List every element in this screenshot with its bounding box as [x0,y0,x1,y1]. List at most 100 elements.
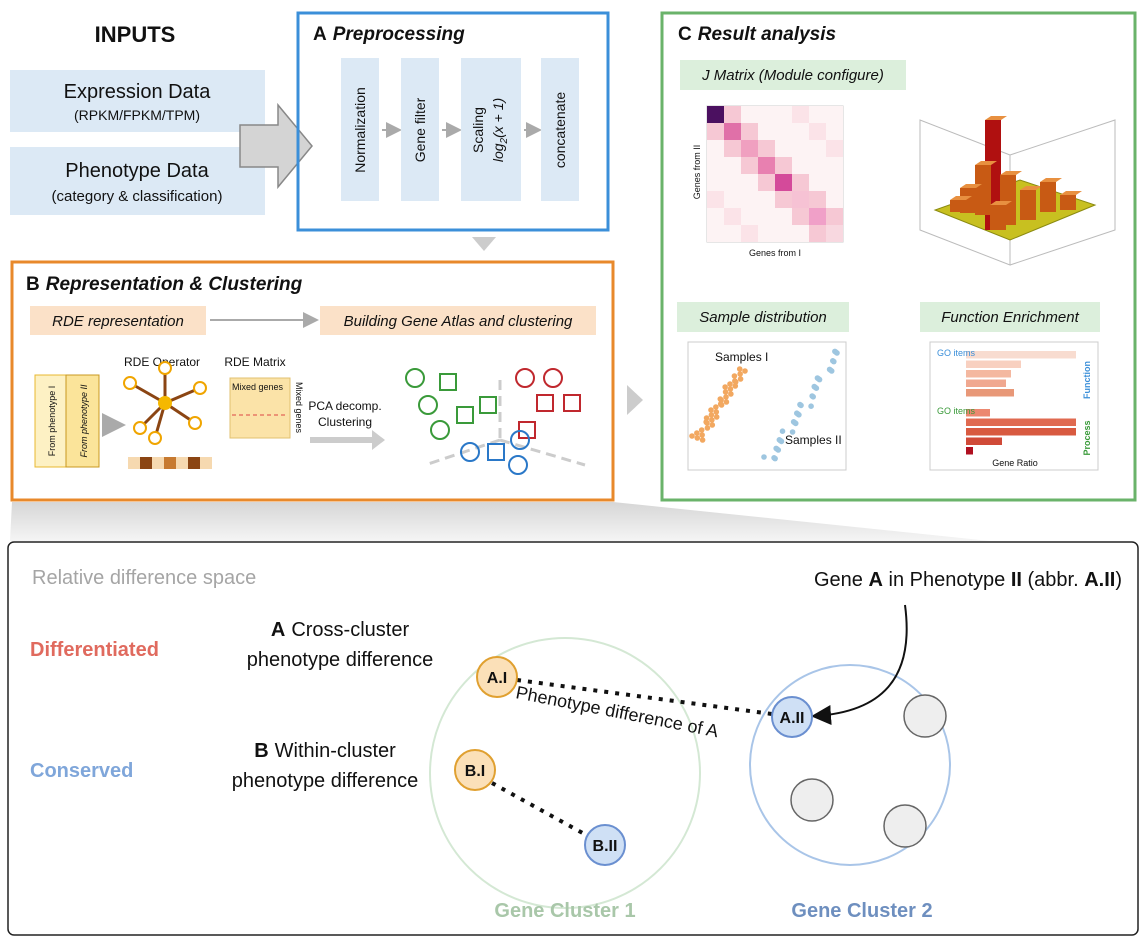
heat-cell [775,106,792,123]
jmatrix-label: J Matrix (Module configure) [701,67,884,84]
y-label: Genes from II [692,145,702,200]
cross-line: A Cross-cluster [271,619,410,641]
heat-cell [758,174,775,191]
sample-dot [717,401,724,407]
heat-cell [741,157,758,174]
heat-cell [758,225,775,242]
heat-cell [775,191,792,208]
operator-strip [188,457,200,469]
sample-dot [698,427,705,433]
heat-cell [809,174,826,191]
enrich-bar [966,351,1076,359]
enrich-bar [966,428,1076,436]
heat-cell [809,106,826,123]
cluster-plot [405,368,586,475]
label-box [677,302,849,332]
cluster-dot [515,368,535,388]
note-part: A.II [1084,569,1115,591]
heatmap [706,105,844,243]
cluster-circle [749,664,951,866]
enrich-bar [966,437,1002,445]
gene-node [771,696,813,738]
go-label: GO items [937,406,976,416]
heat-cell [792,225,809,242]
phenotype-block [34,374,69,468]
heat-cell [826,191,843,208]
heat-cell [809,123,826,140]
heat-cell [724,191,741,208]
phenotype-sub: (category & classification) [52,188,223,205]
sample-dot [709,422,716,428]
heat-cell [707,106,724,123]
gene-node [454,749,496,791]
heat-cell [724,208,741,225]
cluster-dot [510,430,530,450]
sample-dot [796,412,802,418]
sample-dot [694,435,701,441]
heat-cell [792,140,809,157]
heat-cell [707,174,724,191]
bar-3d-top [975,161,997,165]
sample-dot [723,399,730,405]
cluster-dot [418,395,438,415]
sample-dot [713,409,720,415]
node-label: A.I [487,670,507,687]
formula-part: log [490,143,506,162]
cluster-dot [430,420,450,440]
node-label: A.II [780,710,805,727]
cluster-square [439,373,457,391]
bar-3d-face [1020,190,1036,220]
sample-dot [742,368,748,374]
heat-cell [775,157,792,174]
expression-sub: (RPKM/FPKM/TPM) [74,107,200,123]
sample-dot [703,419,709,425]
cluster-square [563,394,581,412]
stage-label: RDE representation [52,313,184,330]
sample-dot [779,428,786,435]
sample-dot [732,383,739,389]
sample-dot [798,402,804,409]
panel-title: Preprocessing [333,24,465,45]
cluster-dot [543,368,563,388]
step-label: concatenate [552,92,568,168]
sample-dot [722,384,728,390]
bar-3d-top [950,196,972,200]
heat-cell [826,225,843,242]
panel-letter: B [26,274,40,295]
from-label: From phenotype II [79,384,89,458]
samples-label: Samples II [785,433,842,447]
cluster-label: Gene Cluster 2 [791,900,932,922]
sample-dot [723,394,729,400]
divider [424,380,586,467]
node-label: B.II [593,838,618,855]
space-label: Relative difference space [32,567,256,589]
operator-strip [140,457,152,469]
heat-cell [707,157,724,174]
stage-label: Building Gene Atlas and clustering [344,313,573,330]
formula-part: (x + 1) [490,98,506,138]
step-label: Normalization [352,87,368,173]
zoom-shade [10,502,990,541]
steps: Normalization Gene filter Scaling log2(x + … [341,58,579,201]
differentiated-label: Differentiated [30,639,159,661]
heat-cell [775,225,792,242]
bar-3d-top [985,116,1007,120]
matrix-label: RDE Matrix [224,355,285,369]
within-line: B Within-cluster [254,740,396,762]
bar-3d-top [990,201,1012,205]
cluster-dot [460,442,480,462]
mixed-top: Mixed genes [232,382,284,392]
sample-dot [772,455,778,462]
heat-cell [758,123,775,140]
step-label: Scaling [470,107,486,153]
sample-dot [834,350,840,356]
gene-node [883,804,927,848]
sample-dot [709,417,715,423]
sample-dot [699,437,706,443]
sample-dot [813,385,820,392]
cross-line: phenotype difference [247,649,433,671]
heat-cell [758,140,775,157]
heat-cell [809,191,826,208]
cluster-square [487,443,505,461]
panel-b [10,260,615,502]
